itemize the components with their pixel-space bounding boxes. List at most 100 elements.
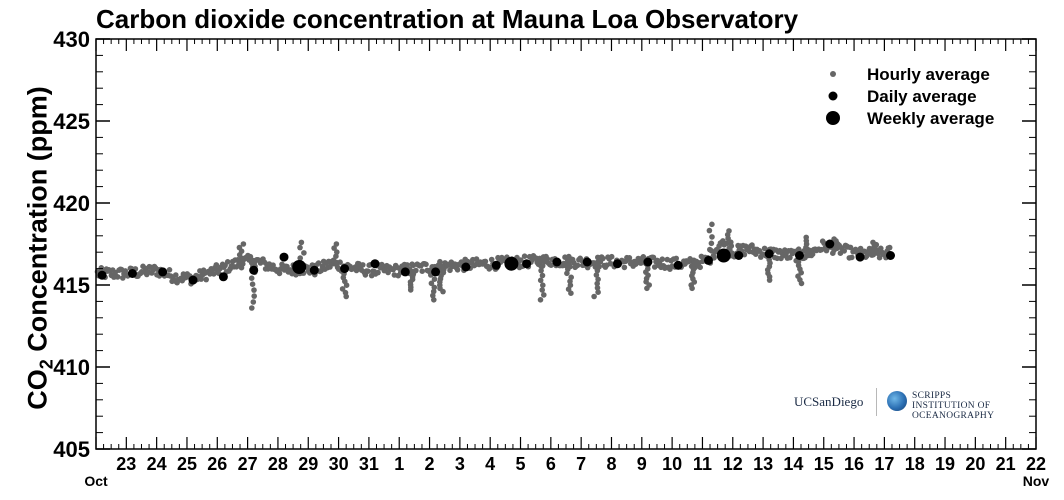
weekly-point: [292, 260, 307, 274]
hourly-point: [538, 258, 544, 264]
x-tick-label: 9: [637, 454, 647, 474]
hourly-point: [849, 254, 855, 261]
hourly-point: [404, 262, 410, 268]
ucsd-logo: UCSanDiego: [794, 394, 864, 409]
hourly-point: [431, 284, 438, 291]
x-tick-label: 17: [874, 454, 894, 474]
hourly-point: [673, 255, 679, 262]
hourly-point: [594, 285, 601, 291]
daily-point: [855, 252, 865, 262]
hourly-point: [430, 292, 436, 299]
hourly-point: [333, 241, 340, 247]
x-tick-label: 1: [394, 454, 404, 474]
hourly-point: [521, 253, 528, 259]
hourly-point: [749, 242, 755, 248]
hourly-point: [249, 257, 256, 264]
daily-point: [431, 267, 441, 277]
hourly-point: [173, 272, 179, 278]
hourly-point: [594, 267, 601, 274]
hourly-point: [600, 255, 606, 262]
x-tick-label: 7: [576, 454, 586, 474]
hourly-point: [564, 270, 570, 277]
hourly-point: [697, 264, 703, 271]
x-tick-label: 24: [147, 454, 167, 474]
x-tick-label: 21: [996, 454, 1016, 474]
hourly-point: [437, 258, 443, 265]
daily-point: [582, 257, 592, 267]
hourly-point: [431, 297, 437, 303]
hourly-point: [841, 248, 847, 254]
hourly-point: [518, 257, 524, 263]
hourly-point: [537, 277, 544, 284]
x-tick-label: 22: [1026, 454, 1046, 474]
hourly-point: [594, 280, 600, 287]
legend-marker: [828, 91, 838, 101]
x-tick-label: 8: [606, 454, 616, 474]
hourly-point: [544, 256, 551, 262]
hourly-point: [574, 262, 581, 269]
x-tick-label: 18: [905, 454, 925, 474]
daily-point: [704, 255, 713, 265]
hourly-point: [211, 271, 217, 277]
daily-point: [340, 264, 350, 274]
x-tick-label: 2: [425, 454, 435, 474]
hourly-point: [166, 267, 173, 273]
daily-point: [97, 270, 107, 280]
daily-point: [795, 251, 804, 260]
daily-point: [279, 252, 289, 262]
hourly-point: [706, 227, 713, 234]
hourly-point: [608, 253, 615, 260]
hourly-point: [876, 254, 883, 261]
hourly-point: [203, 276, 209, 283]
hourly-point: [595, 263, 601, 270]
chart-title: Carbon dioxide concentration at Mauna Lo…: [96, 4, 799, 34]
x-tick-label: 19: [935, 454, 955, 474]
hourly-point: [798, 280, 805, 287]
x-tick-label: 26: [207, 454, 227, 474]
hourly-point: [707, 246, 713, 253]
x-tick-label: 30: [329, 454, 349, 474]
y-tick-label: 405: [53, 437, 90, 462]
daily-point: [400, 267, 410, 277]
y-tick-label: 420: [53, 191, 90, 216]
x-tick-label: 6: [546, 454, 556, 474]
hourly-point: [766, 277, 773, 283]
hourly-point: [595, 276, 601, 283]
hourly-point: [710, 253, 717, 259]
hourly-point: [297, 255, 304, 261]
hourly-point: [428, 280, 435, 287]
hourly-point: [353, 267, 360, 274]
hourly-point: [659, 256, 666, 263]
x-tick-label: 20: [965, 454, 985, 474]
daily-point: [613, 259, 622, 269]
x-tick-label: 27: [238, 454, 258, 474]
x-tick-label: 29: [298, 454, 318, 474]
hourly-point: [114, 274, 121, 280]
hourly-point: [431, 276, 438, 283]
daily-point: [886, 251, 895, 260]
daily-point: [249, 265, 259, 275]
scripps-globe-icon: [887, 391, 907, 411]
x-tick-label: 31: [359, 454, 379, 474]
hourly-point: [831, 236, 837, 242]
hourly-point: [709, 221, 715, 228]
hourly-point: [423, 261, 429, 268]
hourly-point: [539, 272, 546, 279]
hourly-point: [240, 241, 247, 247]
hourly-point: [419, 268, 426, 275]
hourly-point: [640, 253, 647, 260]
hourly-point: [301, 250, 307, 256]
logos: UCSanDiego SCRIPPS INSTITUTION OF OCEANO…: [792, 388, 1002, 421]
hourly-point: [595, 289, 601, 296]
hourly-point: [407, 287, 414, 293]
hourly-point: [249, 281, 256, 288]
hourly-point: [339, 286, 346, 292]
daily-point: [158, 267, 168, 277]
hourly-point: [644, 285, 650, 292]
hourly-point: [823, 247, 830, 254]
x-tick-label: 14: [783, 454, 803, 474]
hourly-point: [540, 282, 546, 289]
x-tick-label: 23: [116, 454, 136, 474]
